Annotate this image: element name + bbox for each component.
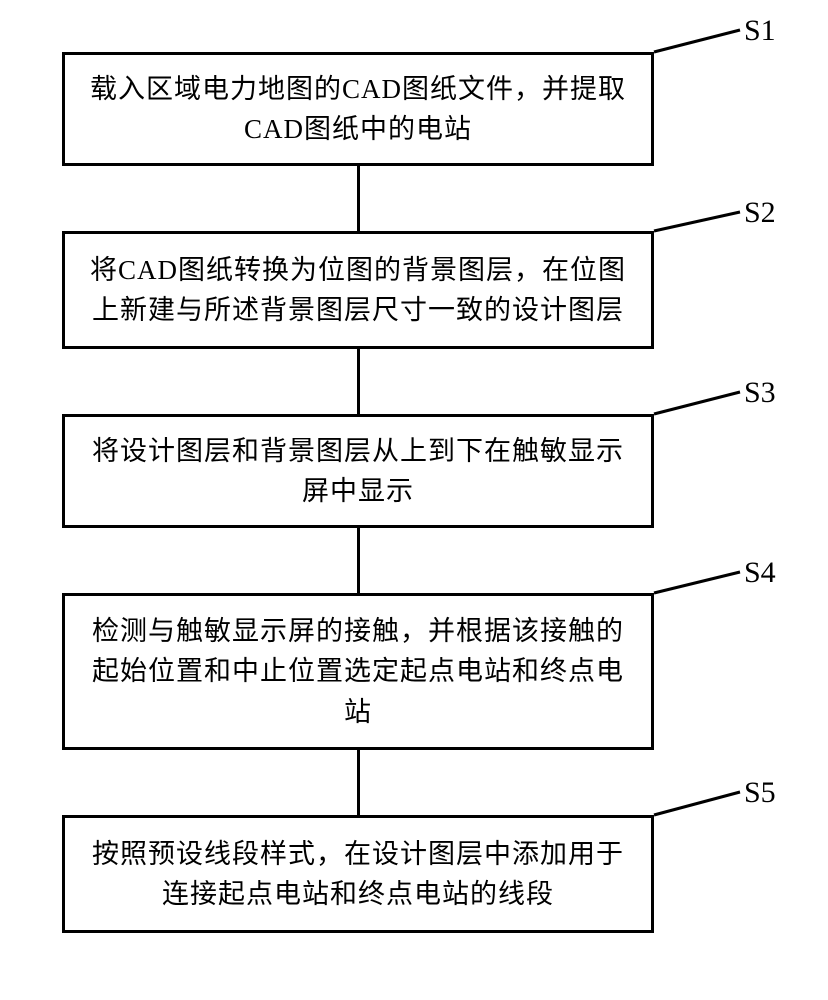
step-box-s5: 按照预设线段样式，在设计图层中添加用于连接起点电站和终点电站的线段 [62,815,654,933]
step-box-s4: 检测与触敏显示屏的接触，并根据该接触的起始位置和中止位置选定起点电站和终点电站 [62,593,654,750]
flowchart-container: 载入区域电力地图的CAD图纸文件，并提取CAD图纸中的电站 将CAD图纸转换为位… [0,0,828,1000]
connector-4-5 [357,750,360,815]
step-label-s3: S3 [744,376,776,410]
step-label-s1: S1 [744,14,776,48]
step-text-s4: 检测与触敏显示屏的接触，并根据该接触的起始位置和中止位置选定起点电站和终点电站 [85,611,631,733]
step-label-s4: S4 [744,556,776,590]
connector-2-3 [357,349,360,414]
step-box-s1: 载入区域电力地图的CAD图纸文件，并提取CAD图纸中的电站 [62,52,654,166]
step-box-s3: 将设计图层和背景图层从上到下在触敏显示屏中显示 [62,414,654,528]
leader-line-s3 [654,392,740,414]
step-text-s1: 载入区域电力地图的CAD图纸文件，并提取CAD图纸中的电站 [85,69,631,150]
step-text-s2: 将CAD图纸转换为位图的背景图层，在位图上新建与所述背景图层尺寸一致的设计图层 [85,250,631,331]
step-text-s5: 按照预设线段样式，在设计图层中添加用于连接起点电站和终点电站的线段 [85,834,631,915]
step-label-s2: S2 [744,196,776,230]
leader-line-s5 [654,792,740,815]
leader-line-s1 [654,30,740,52]
connector-1-2 [357,166,360,231]
step-text-s3: 将设计图层和背景图层从上到下在触敏显示屏中显示 [85,431,631,512]
step-box-s2: 将CAD图纸转换为位图的背景图层，在位图上新建与所述背景图层尺寸一致的设计图层 [62,231,654,349]
leader-line-s4 [654,572,740,593]
leader-line-s2 [654,212,740,231]
step-label-s5: S5 [744,776,776,810]
connector-3-4 [357,528,360,593]
